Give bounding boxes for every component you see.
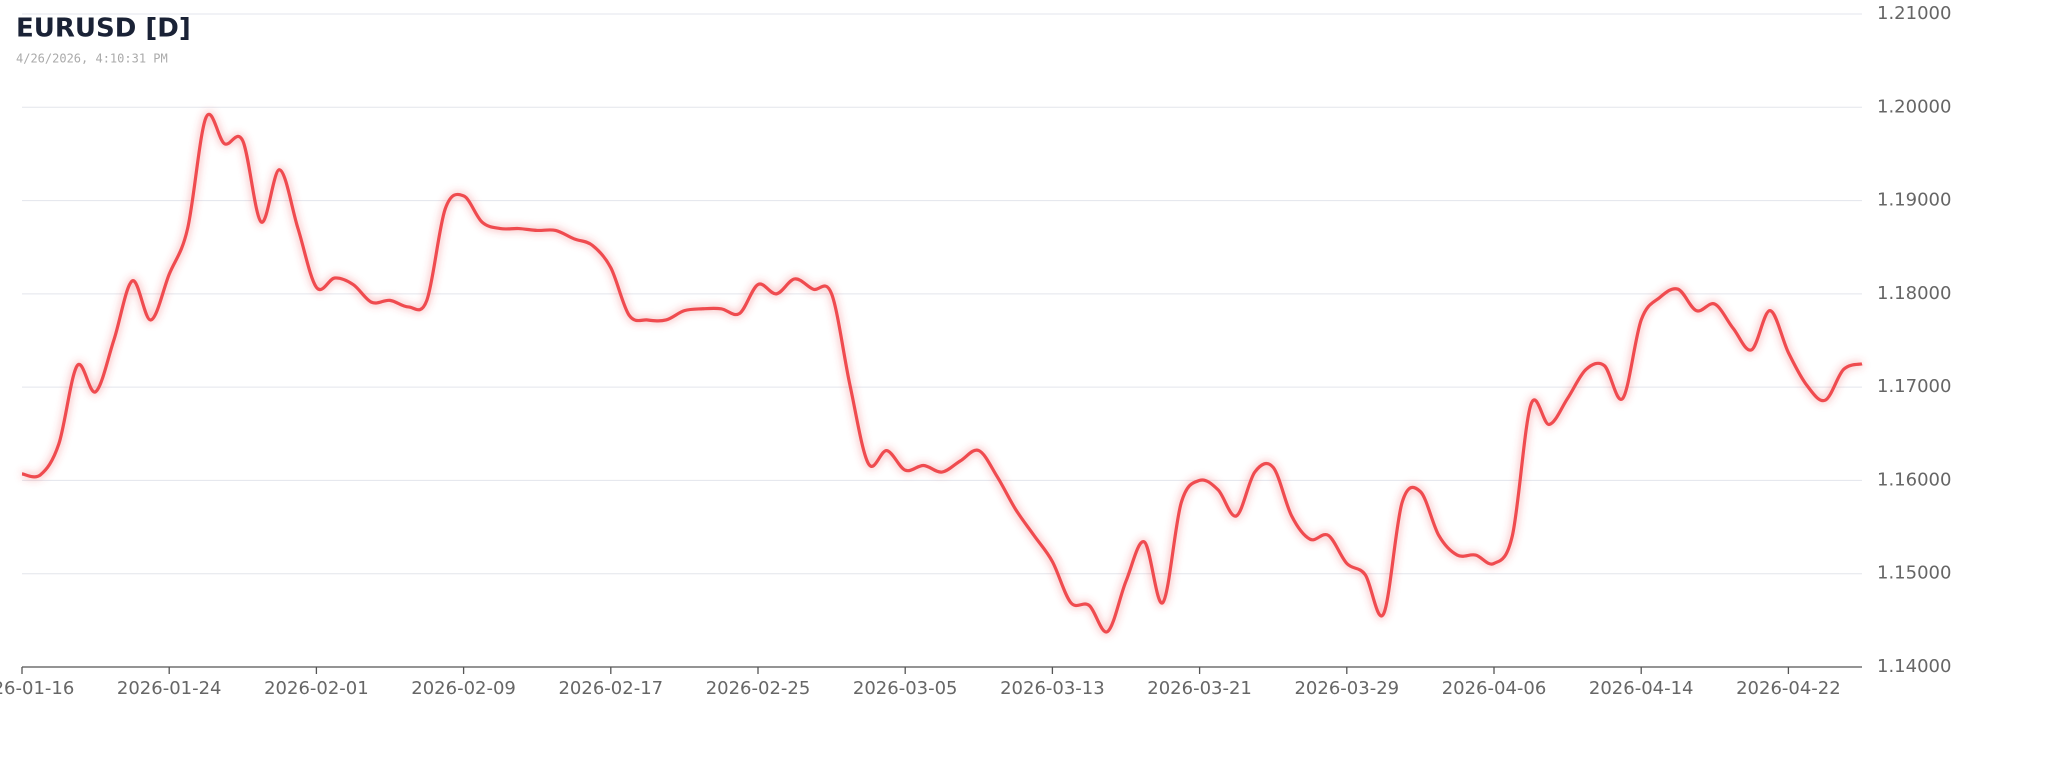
- y-tick-label: 1.14000: [1877, 656, 1951, 677]
- x-tick-label: 2026-02-17: [558, 678, 663, 699]
- x-tick-label: 2026-01-16: [0, 678, 74, 699]
- x-tick-label: 2026-03-29: [1294, 678, 1399, 699]
- y-tick-label: 1.16000: [1877, 469, 1951, 490]
- x-tick-label: 2026-03-05: [853, 678, 958, 699]
- x-tick-label: 2026-04-14: [1589, 678, 1694, 699]
- x-tick-label: 2026-03-21: [1147, 678, 1252, 699]
- y-tick-label: 1.17000: [1877, 376, 1951, 397]
- x-tick-label: 2026-01-24: [117, 678, 222, 699]
- x-tick-label: 2026-03-13: [1000, 678, 1105, 699]
- x-tick-label: 2026-04-06: [1442, 678, 1547, 699]
- y-tick-label: 1.21000: [1877, 3, 1951, 24]
- y-tick-label: 1.19000: [1877, 190, 1951, 211]
- line: [21, 112, 1863, 634]
- x-tick-label: 2026-02-25: [706, 678, 811, 699]
- x-tick-label: 2026-02-09: [411, 678, 516, 699]
- y-tick-label: 1.15000: [1877, 563, 1951, 584]
- line-glow: [21, 111, 1863, 635]
- y-tick-label: 1.20000: [1877, 96, 1951, 117]
- x-tick-label: 2026-02-01: [264, 678, 369, 699]
- chart-subtitle: 4/26/2026, 4:10:31 PM: [16, 52, 168, 66]
- x-tick-label: 2026-04-22: [1736, 678, 1841, 699]
- y-tick-label: 1.18000: [1877, 283, 1951, 304]
- chart-title: EURUSD [D]: [16, 14, 191, 44]
